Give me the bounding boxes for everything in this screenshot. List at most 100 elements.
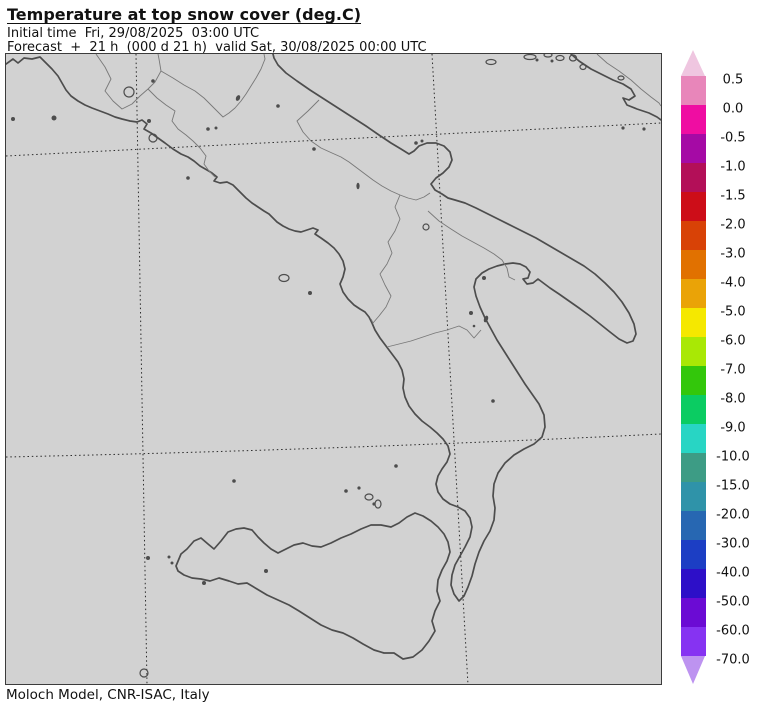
balkan-coastline [570,54,661,121]
aeolian-island-dot [357,486,361,490]
colorbar-segment [681,424,706,453]
colorbar-segment [681,134,706,163]
colorbar-label: -5.0 [720,304,746,320]
colorbar-segment [681,482,706,511]
sicily-coastline [175,512,451,660]
colorbar-segment [681,250,706,279]
colorbar-label: -30.0 [716,536,750,552]
colorbar-segment [681,569,706,598]
model-credit-text: Moloch Model, CNR-ISAC, Italy [6,687,210,703]
colorbar-segment [681,453,706,482]
colorbar-segment [681,279,706,308]
map-dot [276,104,280,108]
colorbar-label: -0.5 [720,130,746,146]
region-border-marche [160,54,266,118]
croatian-island [485,58,497,66]
colorbar-segment [681,627,706,656]
pantelleria-island [139,668,149,678]
colorbar-label: -50.0 [716,594,750,610]
colorbar-label: -70.0 [716,652,750,668]
egadi-island [146,556,150,560]
page-title: Temperature at top snow cover (deg.C) [7,5,362,24]
tremiti-islands [420,139,424,143]
temperature-colorbar [681,50,706,684]
colorbar-label: -3.0 [720,246,746,262]
colorbar-label: -1.5 [720,188,746,204]
croatian-islet-dot [535,58,539,62]
colorbar-label: 0.0 [722,101,744,117]
capri-island [308,291,312,295]
colorbar-label: 0.5 [722,72,744,88]
map-dot [482,276,486,280]
lake-bracciano [148,133,158,143]
colorbar-segment [681,366,706,395]
croatian-island [568,54,578,62]
colorbar-segment [681,105,706,134]
small-lake-basilicata [422,223,430,231]
colorbar-label: -60.0 [716,623,750,639]
map-dot [214,126,218,130]
colorbar-segment [681,395,706,424]
map-dot [312,147,316,151]
region-border-basilicata-puglia [427,210,516,281]
colorbar-label: -10.0 [716,449,750,465]
egadi-island [167,555,171,559]
colorbar-labels: 0.5 0.0 -0.5 -1.0 -1.5 -2.0 -3.0 -4.0 -5.0 -6.0 -7… [706,50,760,684]
colorbar-label: -1.0 [720,159,746,175]
map-dot [206,127,210,131]
colorbar-segment [681,221,706,250]
region-border-basilicata-calabria [386,325,482,348]
colorbar-segments [681,76,706,656]
colorbar-label: -2.0 [720,217,746,233]
map-dot [621,126,625,130]
ischia-island [278,273,290,283]
colorbar-segment [681,540,706,569]
map-dot [186,176,190,180]
map-dot [235,95,241,101]
region-border-abruzzo-molise [296,99,431,201]
map-dot [483,315,489,323]
parallel-line-south [6,433,661,458]
colorbar-arrow-bottom [681,656,705,684]
aeolian-island-dot [372,502,376,506]
croatian-island [523,54,537,61]
region-border-campania [370,194,401,324]
ustica-island [232,479,236,483]
meridian-line-west [135,54,148,684]
italy-mainland-coastline [6,54,637,602]
croatian-island [579,63,587,71]
map-panel [5,53,662,685]
colorbar-segment [681,308,706,337]
colorbar-label: -7.0 [720,362,746,378]
colorbar-label: -9.0 [720,420,746,436]
map-svg [6,54,661,684]
initial-time-text: Initial time Fri, 29/08/2025 03:00 UTC [7,26,260,41]
colorbar-segment [681,192,706,221]
colorbar-segment [681,163,706,192]
region-border-umbria [95,54,162,110]
sicily-dot [264,569,268,573]
colorbar-segment [681,76,706,105]
aeolian-island-dot [344,489,348,493]
map-dot [151,79,155,83]
lake-bolsena [123,86,135,98]
croatian-island [617,75,625,81]
tremiti-islands [414,141,418,145]
region-border-lazio-abruzzo [147,88,216,178]
colorbar-arrow-top [681,50,705,76]
aeolian-island-vulcano [374,499,382,509]
map-dot [472,324,476,328]
map-dot [394,464,398,468]
aeolian-island-lipari [364,493,374,501]
map-dot [356,182,360,190]
map-dot [147,119,151,123]
parallel-line-north [6,122,661,157]
map-dot [642,127,646,131]
colorbar-label: -4.0 [720,275,746,291]
forecast-time-text: Forecast + 21 h (000 d 21 h) valid Sat, … [7,40,427,55]
colorbar-label: -6.0 [720,333,746,349]
croatian-island [555,54,565,62]
balkan-country-border [596,54,661,107]
colorbar-label: -15.0 [716,478,750,494]
